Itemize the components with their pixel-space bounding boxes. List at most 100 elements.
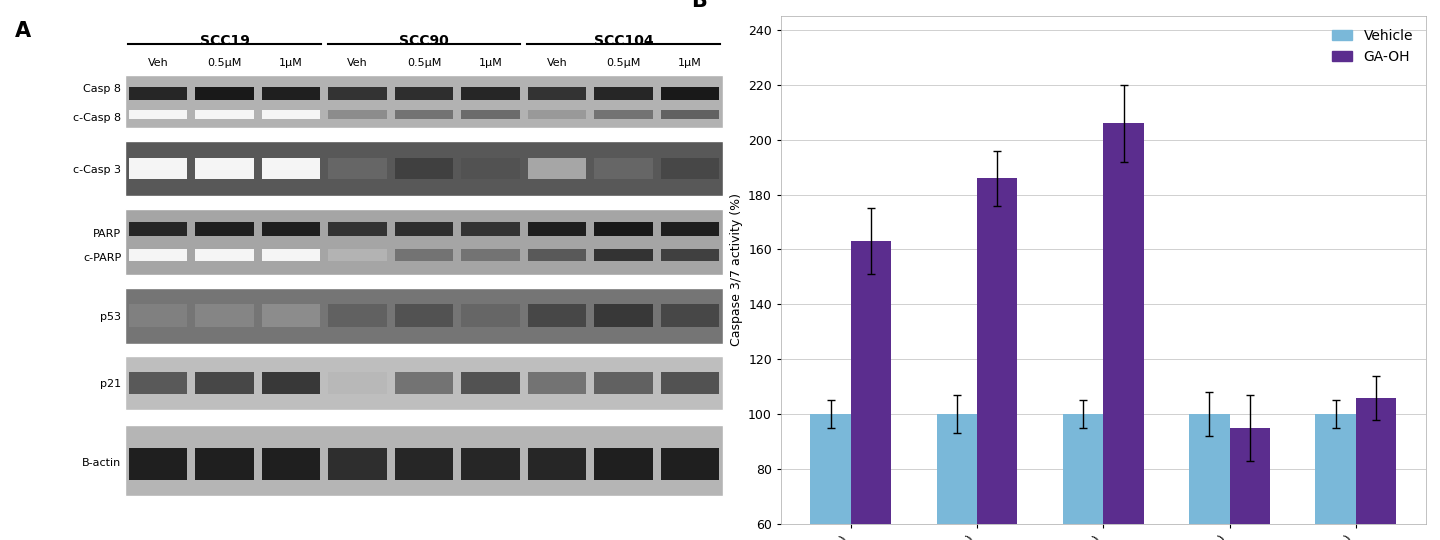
Bar (196, 372, 253, 394)
Bar (196, 110, 253, 119)
Bar (461, 86, 520, 100)
Bar (125, 288, 723, 343)
Text: SCC104: SCC104 (593, 34, 654, 48)
Bar (1063, 414, 1103, 540)
Bar (936, 414, 978, 540)
Bar (1103, 123, 1143, 540)
Bar (595, 372, 652, 394)
Bar (395, 304, 454, 327)
Bar (661, 448, 719, 480)
Bar (196, 158, 253, 179)
Bar (125, 75, 723, 128)
Bar (527, 448, 586, 480)
Bar (527, 110, 586, 119)
Text: Veh: Veh (547, 58, 567, 68)
Bar (395, 158, 454, 179)
Bar (262, 221, 320, 236)
Bar (128, 372, 187, 394)
Bar (128, 448, 187, 480)
Bar (395, 110, 454, 119)
Bar (661, 158, 719, 179)
Bar (595, 448, 652, 480)
Bar (328, 221, 387, 236)
Bar (1316, 414, 1356, 540)
Y-axis label: Caspase 3/7 activity (%): Caspase 3/7 activity (%) (730, 193, 743, 347)
Bar (595, 304, 652, 327)
Bar (125, 356, 723, 409)
Text: B-actin: B-actin (82, 458, 121, 468)
Bar (527, 86, 586, 100)
Bar (262, 448, 320, 480)
Bar (595, 221, 652, 236)
Text: 0.5μM: 0.5μM (606, 58, 641, 68)
Text: Veh: Veh (148, 58, 168, 68)
Bar (851, 241, 891, 540)
Text: A: A (14, 21, 30, 41)
Bar (595, 249, 652, 261)
Bar (262, 372, 320, 394)
Bar (328, 249, 387, 261)
Bar (1356, 397, 1397, 540)
Bar (527, 221, 586, 236)
Text: 0.5μM: 0.5μM (207, 58, 242, 68)
Text: Casp 8: Casp 8 (84, 84, 121, 94)
Text: c-Casp 3: c-Casp 3 (73, 165, 121, 175)
Text: PARP: PARP (94, 230, 121, 239)
Bar (595, 158, 652, 179)
Bar (262, 86, 320, 100)
Bar (328, 448, 387, 480)
Bar (395, 221, 454, 236)
Bar (328, 110, 387, 119)
Text: p53: p53 (101, 312, 121, 322)
Bar (661, 304, 719, 327)
Bar (395, 372, 454, 394)
Bar (1230, 428, 1270, 540)
Bar (328, 304, 387, 327)
Text: 0.5μM: 0.5μM (408, 58, 441, 68)
Bar (128, 110, 187, 119)
Text: p21: p21 (101, 379, 121, 389)
Bar (128, 158, 187, 179)
Bar (595, 110, 652, 119)
Bar (128, 221, 187, 236)
Bar (595, 86, 652, 100)
Bar (461, 221, 520, 236)
Bar (128, 86, 187, 100)
Bar (811, 414, 851, 540)
Bar (262, 249, 320, 261)
Bar (661, 372, 719, 394)
Bar (395, 448, 454, 480)
Bar (461, 110, 520, 119)
Bar (461, 304, 520, 327)
Bar (128, 304, 187, 327)
Bar (1189, 414, 1230, 540)
Bar (196, 448, 253, 480)
Text: 1μM: 1μM (279, 58, 302, 68)
Bar (461, 372, 520, 394)
Bar (461, 249, 520, 261)
Text: B: B (691, 0, 707, 11)
Text: SCC90: SCC90 (399, 34, 449, 48)
Bar (461, 448, 520, 480)
Bar (125, 425, 723, 496)
Text: 1μM: 1μM (478, 58, 503, 68)
Bar (196, 221, 253, 236)
Bar (461, 158, 520, 179)
Bar (125, 209, 723, 275)
Bar (262, 110, 320, 119)
Bar (328, 372, 387, 394)
Bar (527, 304, 586, 327)
Text: c-Casp 8: c-Casp 8 (73, 113, 121, 123)
Bar (328, 158, 387, 179)
Bar (661, 221, 719, 236)
Bar (328, 86, 387, 100)
Bar (196, 304, 253, 327)
Text: SCC19: SCC19 (200, 34, 249, 48)
Bar (196, 249, 253, 261)
Bar (128, 249, 187, 261)
Bar (395, 249, 454, 261)
Bar (196, 86, 253, 100)
Text: Veh: Veh (347, 58, 367, 68)
Bar (661, 110, 719, 119)
Bar (978, 178, 1018, 540)
